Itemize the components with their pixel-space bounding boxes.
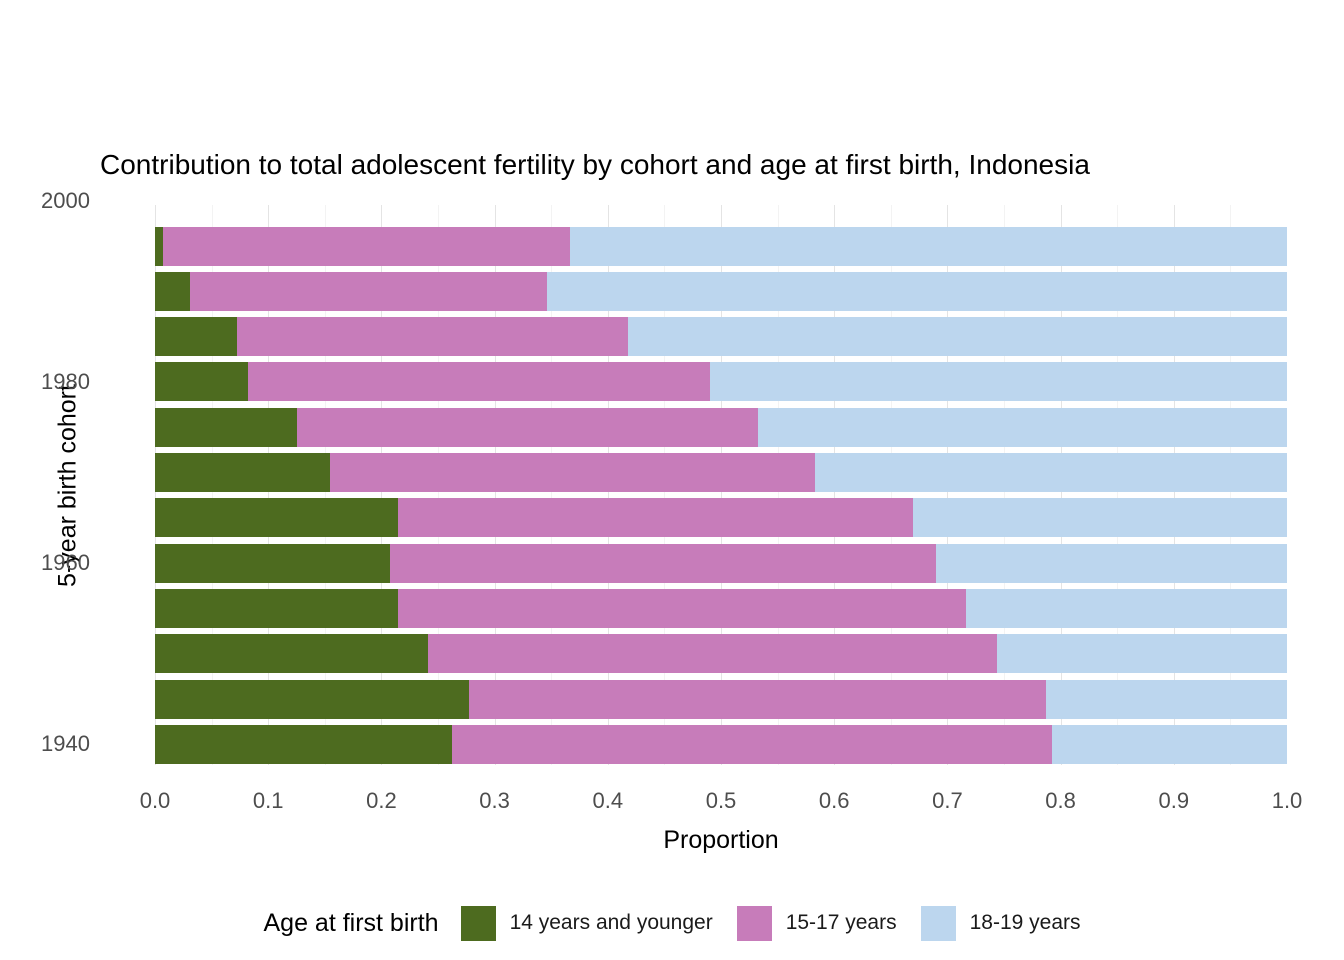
bar-segment (965, 588, 1287, 628)
bar-row-cohort-1985 (155, 317, 1287, 357)
bar-segment (155, 588, 399, 628)
bar-segment (997, 634, 1287, 674)
bar-segment (628, 317, 1287, 357)
bar-segment (162, 226, 571, 266)
bar-row-cohort-1990 (155, 271, 1287, 311)
x-tick-label: 1.0 (1271, 788, 1303, 813)
bar-segment (758, 407, 1287, 447)
legend-items: 14 years and younger 15-17 years 18-19 yea… (460, 905, 1081, 941)
bar-row-cohort-1980 (155, 362, 1287, 402)
bar-row-cohort-1970 (155, 453, 1287, 493)
legend-swatch (736, 905, 772, 941)
bar-segment (155, 498, 399, 538)
bar-segment (155, 271, 191, 311)
bar-row-cohort-1945 (155, 679, 1287, 719)
bar-segment (155, 453, 331, 493)
bar-segment (390, 543, 937, 583)
bar-segment (296, 407, 759, 447)
x-tick-label: 0.6 (818, 788, 850, 813)
y-tick-label: 2000 (41, 187, 90, 213)
legend-label: 18-19 years (969, 911, 1081, 934)
bar-segment (936, 543, 1287, 583)
bar-segment (155, 317, 237, 357)
legend-item: 18-19 years (920, 905, 1081, 941)
bar-row-cohort-1960 (155, 543, 1287, 583)
bar-segment (155, 679, 469, 719)
legend-title: Age at first birth (263, 908, 439, 937)
x-tick-label: 0.7 (932, 788, 963, 813)
bar-segment (451, 724, 1052, 764)
legend-swatch (460, 905, 496, 941)
x-tick-label: 0.4 (592, 788, 624, 813)
bar-segment (468, 679, 1046, 719)
bar-segment (709, 362, 1287, 402)
bar-segment (1045, 679, 1287, 719)
bar-segment (155, 407, 297, 447)
bar-segment (1051, 724, 1287, 764)
bar-segment (155, 543, 391, 583)
x-tick-label: 0.1 (252, 788, 284, 813)
x-tick-label: 0.2 (366, 788, 397, 813)
plot-panel (155, 205, 1287, 765)
bar-row-cohort-1975 (155, 407, 1287, 447)
bar-segment (155, 634, 428, 674)
legend-label: 15-17 years (785, 911, 897, 934)
x-tick-label: 0.8 (1045, 788, 1076, 813)
bar-segment (398, 588, 966, 628)
bar-segment (913, 498, 1287, 538)
legend-item: 15-17 years (736, 905, 897, 941)
chart-title: Contribution to total adolescent fertili… (100, 149, 1090, 180)
bar-segment (190, 271, 547, 311)
x-tick-label: 0.0 (139, 788, 171, 813)
x-tick-label: 0.5 (705, 788, 737, 813)
legend-swatch (920, 905, 956, 941)
bar-row-cohort-1955 (155, 588, 1287, 628)
legend-item: 14 years and younger (460, 905, 713, 941)
bar-segment (330, 453, 815, 493)
y-tick-label: 1940 (41, 731, 90, 757)
bar-row-cohort-1940 (155, 724, 1287, 764)
bar-row-cohort-1965 (155, 498, 1287, 538)
bar-segment (427, 634, 998, 674)
bar-segment (155, 362, 248, 402)
bar-row-cohort-1950 (155, 634, 1287, 674)
y-tick-label: 1960 (41, 550, 90, 576)
bar-segment (546, 271, 1287, 311)
bar-segment (398, 498, 914, 538)
x-tick-label: 0.3 (479, 788, 510, 813)
bar-segment (814, 453, 1287, 493)
bar-segment (236, 317, 629, 357)
bar-segment (155, 226, 163, 266)
bar-row-cohort-1995 (155, 226, 1287, 266)
y-tick-label: 1980 (41, 368, 90, 394)
bar-segment (155, 724, 452, 764)
legend-label: 14 years and younger (509, 911, 713, 934)
bar-segment (570, 226, 1287, 266)
legend: Age at first birth 14 years and younger 1… (0, 895, 1344, 951)
x-axis-title: Proportion (663, 826, 779, 854)
bar-segment (247, 362, 710, 402)
x-tick-label: 0.9 (1158, 788, 1190, 813)
